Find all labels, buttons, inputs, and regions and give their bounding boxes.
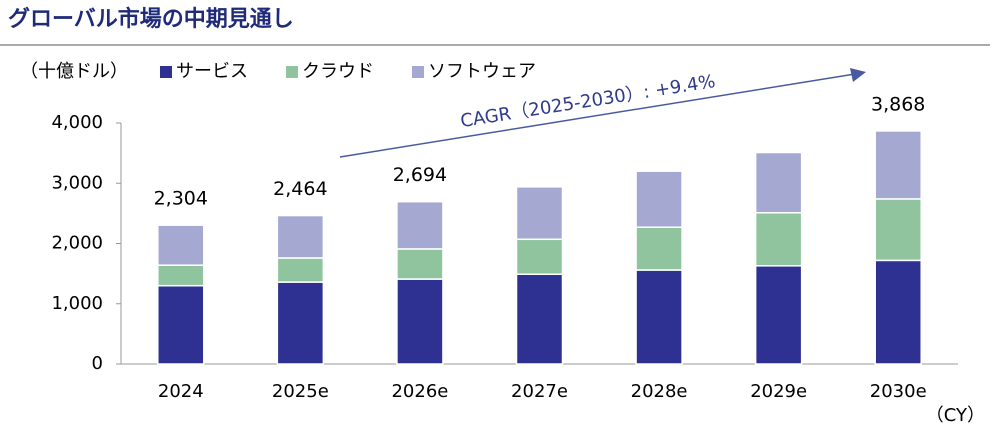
total-label: 2,464 [273, 178, 327, 200]
x-tick-label: 2029e [750, 381, 807, 402]
bar-segment [754, 212, 803, 267]
bar-segment [396, 248, 444, 280]
x-tick-label: 2030e [870, 381, 927, 402]
y-unit: （十億ドル） [20, 61, 128, 82]
bar-segment [157, 284, 205, 365]
bar-segment [635, 226, 683, 271]
x-tick-label: 2024 [158, 381, 204, 402]
x-tick-label: 2026e [391, 381, 448, 402]
bar-segment [276, 281, 325, 365]
x-tick-label: 2027e [511, 381, 568, 402]
y-tick-label: 2,000 [51, 233, 103, 254]
bar-segment [396, 278, 444, 365]
x-unit: （CY） [926, 405, 985, 426]
legend-swatch [160, 66, 172, 78]
total-label: 2,304 [154, 188, 208, 210]
bar-segment [874, 198, 922, 262]
bar-segment [754, 265, 803, 365]
bar-segment [157, 224, 205, 266]
legend-label: サービス [176, 61, 248, 82]
x-tick-label: 2028e [631, 381, 688, 402]
chart-title: グローバル市場の中期見通し [8, 6, 294, 32]
legend-swatch [412, 66, 424, 78]
bar-segment [276, 214, 325, 259]
x-tick-label: 2025e [272, 381, 329, 402]
bar-segment [276, 257, 325, 283]
y-tick-label: 0 [92, 353, 103, 374]
bar-segment [874, 259, 922, 365]
cagr-arrowhead [850, 68, 866, 82]
bar-segment [515, 238, 564, 275]
legend-label: クラウド [302, 61, 374, 82]
legend-swatch [286, 66, 298, 78]
total-label: 2,694 [393, 164, 447, 186]
bar-segment [396, 200, 444, 250]
bar-segment [635, 269, 683, 365]
bar-segment [754, 151, 803, 214]
total-label: 3,868 [871, 93, 925, 115]
y-tick-label: 3,000 [51, 172, 103, 193]
cagr-arrow [339, 73, 856, 158]
bar-segment [635, 170, 683, 228]
bar-segment [515, 273, 564, 365]
bar-segment [874, 130, 922, 200]
y-tick-label: 4,000 [51, 112, 103, 133]
bar-segment [157, 264, 205, 287]
legend-label: ソフトウェア [428, 61, 536, 82]
bar-segment [515, 186, 564, 241]
y-tick-label: 1,000 [51, 293, 103, 314]
